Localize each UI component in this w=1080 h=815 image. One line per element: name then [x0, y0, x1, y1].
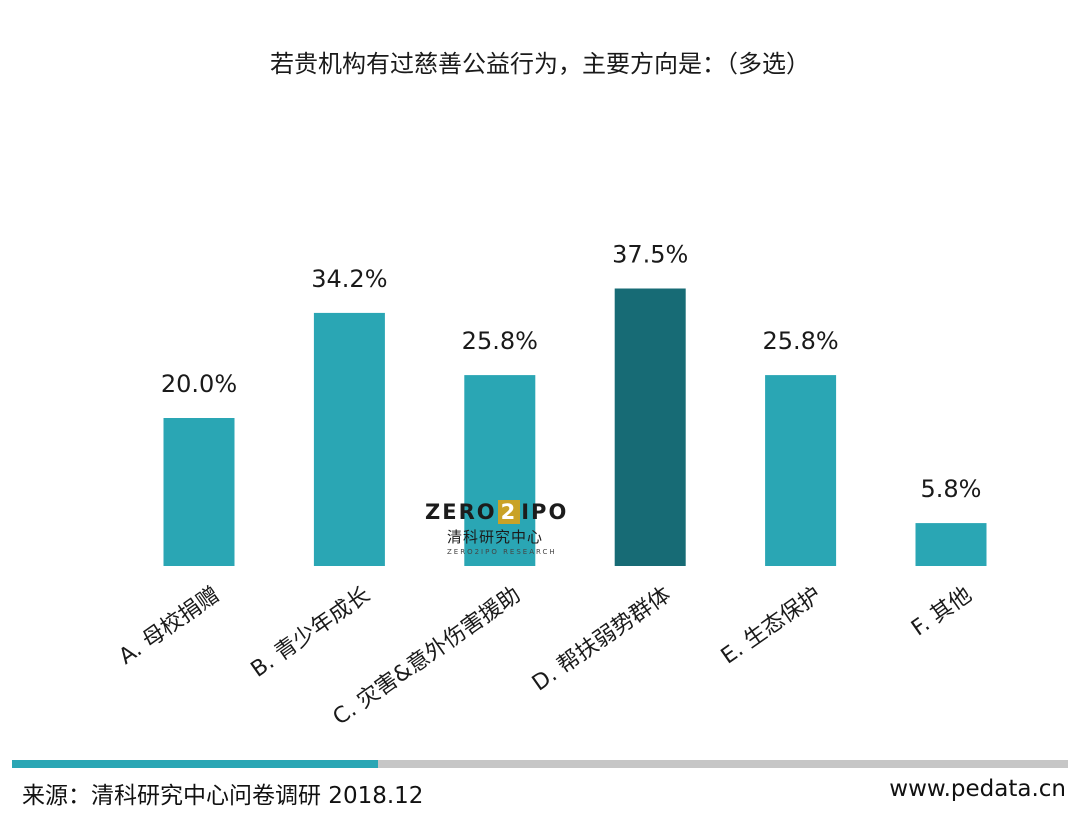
category-label-1: B. 青少年成长: [247, 582, 375, 682]
bar-0: [163, 418, 235, 566]
footer-divider-accent: [12, 760, 378, 768]
value-label-1: 34.2%: [311, 265, 387, 293]
bar-4: [765, 375, 837, 566]
value-label-5: 5.8%: [921, 475, 982, 503]
category-label-5: F. 其他: [907, 582, 976, 641]
category-label-3: D. 帮扶弱势群体: [528, 582, 676, 696]
source-note: 来源：清科研究中心问卷调研 2018.12: [22, 783, 424, 809]
value-label-0: 20.0%: [161, 370, 237, 398]
category-label-0: A. 母校捐赠: [115, 582, 225, 669]
chart-title: 若贵机构有过慈善公益行为，主要方向是：（多选）: [270, 50, 810, 78]
bar-2: [464, 375, 536, 566]
value-label-2: 25.8%: [462, 327, 538, 355]
category-label-4: E. 生态保护: [717, 582, 826, 669]
bar-1: [313, 312, 385, 566]
footer-divider: [378, 760, 1068, 768]
bar-3: [614, 288, 686, 566]
site-url: www.pedata.cn: [889, 776, 1066, 802]
value-label-4: 25.8%: [762, 327, 838, 355]
bar-5: [915, 523, 987, 566]
value-label-3: 37.5%: [612, 241, 688, 269]
